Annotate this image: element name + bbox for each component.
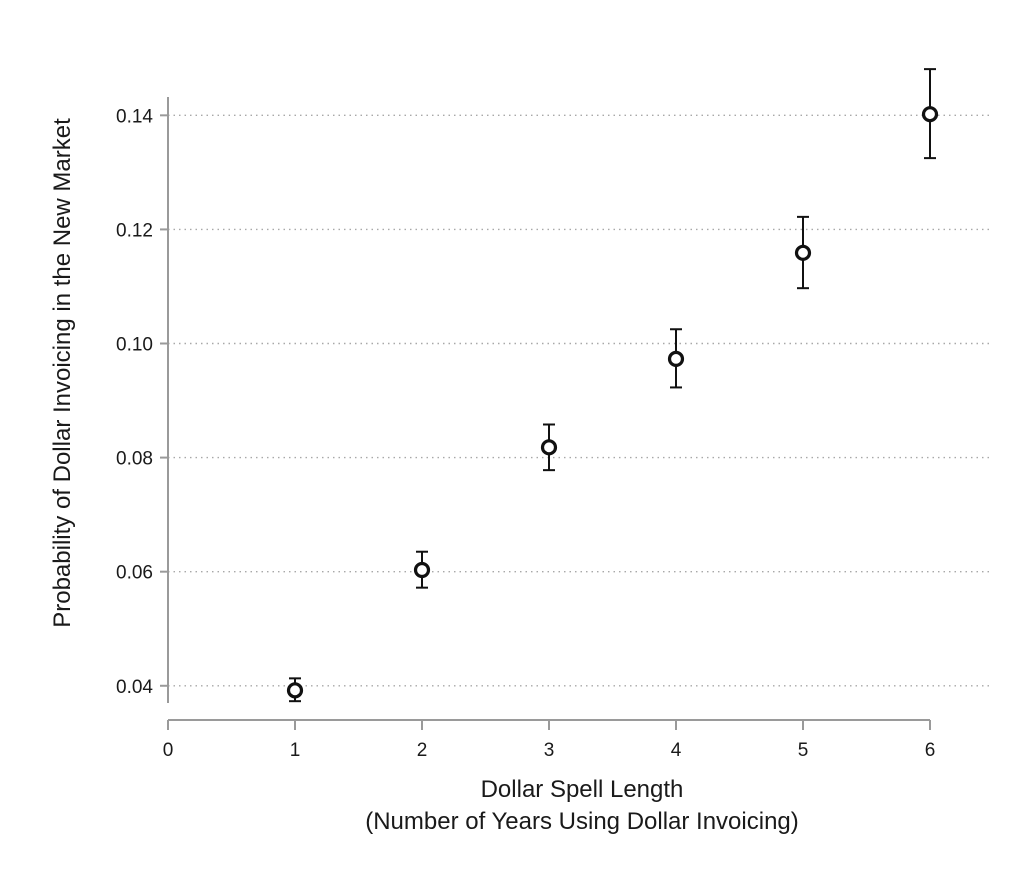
y-tick-label: 0.04: [116, 677, 153, 698]
gridlines: [168, 114, 992, 687]
y-tick-label: 0.08: [116, 449, 153, 470]
x-tick-label: 4: [671, 740, 682, 761]
data-point-marker: [921, 106, 939, 123]
data-points: [286, 68, 939, 703]
y-axis-title: Probability of Dollar Invoicing in the N…: [49, 118, 76, 628]
data-point-group: [667, 328, 685, 389]
data-point-group: [921, 68, 939, 160]
data-point-marker: [286, 682, 304, 699]
x-tick-label: 5: [798, 740, 809, 761]
y-axis-ticks: 0.04 0.06 0.08 0.10 0.12 0.14: [116, 106, 168, 698]
x-axis-title-line2: (Number of Years Using Dollar Invoicing): [365, 808, 799, 835]
x-tick-label: 6: [925, 740, 936, 761]
y-tick-label: 0.12: [116, 220, 153, 241]
data-point-group: [413, 550, 431, 589]
data-point-marker: [794, 244, 812, 261]
y-tick-label: 0.14: [116, 106, 153, 127]
data-point-marker: [413, 561, 431, 579]
data-point-marker: [667, 350, 685, 368]
data-point-group: [540, 423, 558, 472]
data-point-marker: [540, 439, 558, 456]
y-tick-label: 0.10: [116, 335, 153, 356]
x-tick-label: 0: [163, 740, 174, 761]
data-point-group: [794, 215, 812, 290]
x-tick-label: 3: [544, 740, 555, 761]
x-tick-label: 1: [290, 740, 301, 761]
x-axis-ticks: 0 1 2 3 4 5 6: [163, 720, 936, 761]
axes: [167, 97, 930, 721]
x-axis-title-line1: Dollar Spell Length: [481, 776, 684, 803]
y-tick-label: 0.06: [116, 563, 153, 584]
x-tick-label: 2: [417, 740, 428, 761]
data-point-group: [286, 677, 304, 703]
